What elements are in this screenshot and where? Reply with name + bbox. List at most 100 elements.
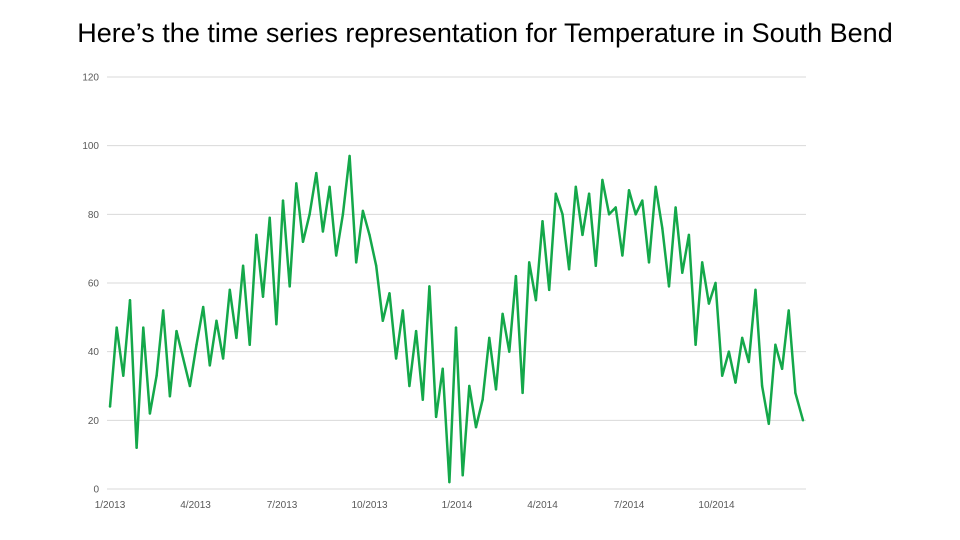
data-point [661, 226, 664, 230]
data-point [468, 384, 471, 388]
data-point [581, 233, 584, 237]
x-tick-label: 7/2013 [267, 500, 298, 511]
data-point [201, 305, 205, 309]
data-point [727, 350, 731, 353]
data-point [148, 412, 152, 415]
data-point [574, 185, 578, 189]
data-point [780, 367, 784, 371]
data-point [488, 336, 491, 340]
data-point [714, 281, 717, 285]
data-point [361, 209, 365, 213]
data-point [195, 343, 198, 346]
data-point [534, 298, 538, 302]
y-tick-label: 100 [82, 141, 99, 152]
data-point [381, 319, 385, 322]
temperature-series-line [108, 154, 805, 484]
data-point [394, 357, 398, 360]
data-point [634, 213, 637, 216]
data-point [528, 261, 531, 264]
data-point [794, 391, 797, 395]
data-point [341, 213, 345, 216]
data-point [747, 360, 751, 364]
data-point [754, 288, 757, 292]
y-tick-label: 0 [93, 485, 99, 496]
data-point [168, 395, 172, 398]
data-point [801, 419, 805, 422]
data-point [321, 230, 325, 233]
x-axis-tick-labels: 1/2013 4/2013 7/2013 10/2013 1/2014 4/2014 7/2… [95, 500, 735, 511]
data-point [388, 292, 391, 295]
y-tick-label: 80 [88, 210, 100, 221]
data-point [707, 302, 711, 305]
data-point [374, 264, 378, 268]
y-tick-label: 120 [82, 73, 99, 84]
data-point [441, 367, 444, 371]
series-layer [108, 154, 805, 484]
data-point [288, 285, 291, 288]
data-point [181, 357, 185, 360]
data-point [428, 285, 431, 288]
data-point [188, 384, 192, 388]
x-tick-label: 1/2014 [442, 500, 473, 511]
data-point [421, 398, 424, 401]
data-point [308, 213, 311, 216]
data-point [215, 319, 218, 322]
data-point [315, 171, 318, 175]
y-tick-label: 60 [88, 279, 100, 290]
data-point [401, 309, 404, 312]
data-point [115, 326, 118, 329]
data-point [228, 288, 231, 292]
data-point [587, 192, 591, 195]
data-point [547, 288, 551, 292]
data-point [208, 364, 212, 367]
x-tick-label: 4/2014 [527, 500, 558, 511]
data-point [368, 233, 371, 237]
data-point [235, 336, 238, 340]
data-point [474, 426, 478, 429]
data-point [355, 261, 358, 264]
data-point [128, 298, 132, 302]
data-point [561, 213, 564, 216]
data-point [521, 391, 524, 395]
data-point [122, 374, 125, 377]
data-point [554, 192, 558, 195]
data-point [694, 343, 697, 346]
data-point [514, 274, 518, 278]
data-point [674, 206, 677, 209]
data-point [348, 154, 351, 158]
data-point [621, 254, 624, 257]
data-point [734, 381, 737, 384]
data-point [434, 415, 438, 419]
data-point [275, 323, 278, 326]
data-point [774, 343, 777, 346]
data-point [175, 329, 178, 333]
data-point [720, 374, 724, 377]
x-tick-label: 10/2014 [698, 500, 735, 511]
data-point [687, 233, 691, 237]
x-tick-label: 10/2013 [351, 500, 388, 511]
data-point [448, 480, 451, 484]
data-point [221, 357, 225, 360]
data-point [414, 329, 418, 333]
data-point [601, 178, 604, 182]
data-point [627, 189, 631, 192]
data-point [142, 326, 145, 329]
data-point [461, 474, 464, 477]
data-point [408, 384, 411, 388]
data-point [261, 295, 265, 298]
data-point [740, 336, 744, 340]
y-tick-label: 20 [88, 416, 100, 427]
slide-title: Here’s the time series representation fo… [77, 18, 893, 48]
data-point [767, 422, 770, 425]
data-point [281, 199, 285, 202]
data-point [787, 309, 790, 312]
data-point [162, 309, 165, 312]
data-point [594, 264, 597, 268]
data-point [701, 261, 704, 264]
data-point [301, 240, 305, 243]
data-point [641, 199, 644, 202]
data-point [328, 185, 331, 189]
data-point [241, 264, 245, 268]
data-point [501, 312, 504, 316]
